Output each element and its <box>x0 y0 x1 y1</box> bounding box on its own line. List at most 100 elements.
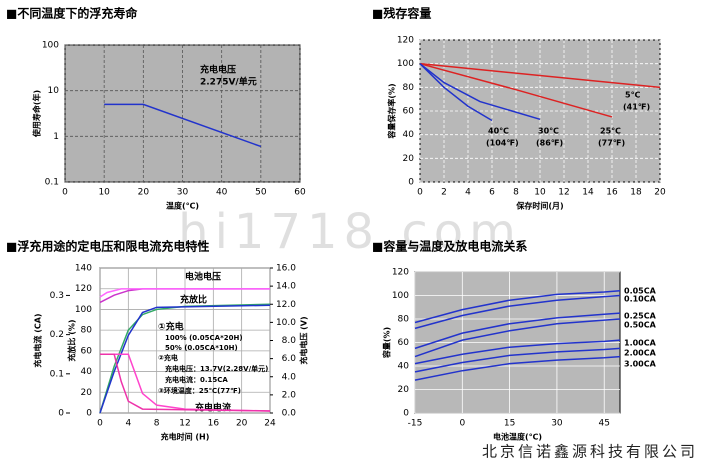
annotation: 2.275V/单元 <box>200 76 257 88</box>
x-tick-label: 10 <box>98 188 110 198</box>
series-label: 0.25CA <box>624 312 657 321</box>
x-tick-label: 0 <box>417 188 423 198</box>
y-tick-label: 100 <box>397 59 414 69</box>
x-tick-label: 12 <box>558 188 569 198</box>
y-tick-label: 80 <box>398 315 410 325</box>
series-note: (41℉) <box>623 103 650 112</box>
annotation: 100% (0.05CA*20H) <box>165 334 243 342</box>
series-line <box>99 304 271 414</box>
y-tick-label: 20 <box>398 385 410 395</box>
annotation: ③环境温度：25℃(77℉) <box>158 386 241 395</box>
series-label: 2.00CA <box>624 349 657 358</box>
series-label: 3.00CA <box>624 360 657 369</box>
watermark: hi1718.com <box>178 204 522 260</box>
x-tick-label: 14 <box>582 188 594 198</box>
y2-tick-label: 8.0 <box>282 336 297 346</box>
y-tick-label: 1 <box>53 132 59 142</box>
y2-tick-label: 4.0 <box>282 372 297 382</box>
chart-title: ■容量与温度及放电电流关系 <box>372 239 527 254</box>
series-line <box>100 353 271 412</box>
x-tick-label: 30 <box>551 419 563 429</box>
series-line <box>419 62 661 89</box>
y-tick-label: 120 <box>75 284 92 294</box>
series-label: 40℃ <box>488 127 509 136</box>
y-tick-label: 60 <box>81 346 93 356</box>
series-label: 0.50CA <box>624 321 657 330</box>
x-tick-label: 6 <box>489 188 495 198</box>
annotation: ②充电 <box>158 353 178 362</box>
y2-tick-label: 12.0 <box>276 300 296 310</box>
x-tick-label: 0 <box>97 419 103 429</box>
x-tick-label: 8 <box>154 419 160 429</box>
chart-title: ■残存容量 <box>372 6 431 21</box>
y-tick-label: 0 <box>86 409 92 419</box>
footer: 北京信诺鑫源科技有限公司 <box>482 443 698 461</box>
y3-tick-label: 0.2 <box>50 330 64 340</box>
series-label: 0.10CA <box>624 295 657 304</box>
x-tick-label: 10 <box>534 188 546 198</box>
series-label: 25℃ <box>600 127 621 136</box>
y-tick-label: 100 <box>392 291 409 301</box>
y-tick-label: 40 <box>81 367 93 377</box>
y2-tick-label: 0.0 <box>282 409 297 419</box>
x-tick-label: 50 <box>255 188 267 198</box>
x-tick-label: 45 <box>599 419 610 429</box>
y3-tick-label: 0 <box>58 409 64 419</box>
y-tick-label: 120 <box>397 36 414 46</box>
annotation: 电池电压 <box>185 271 221 283</box>
series-line <box>414 318 621 358</box>
y2-axis-label: 充电电压 (V) <box>299 316 309 364</box>
series-label: 30℃ <box>538 127 559 136</box>
y-tick-label: 10 <box>48 86 60 96</box>
chart-title: ■浮充用途的定电压和限电流充电特性 <box>6 239 209 254</box>
x-tick-label: 2 <box>441 188 447 198</box>
y-axis-label: 使用寿命(年) <box>32 90 42 138</box>
series-label: 1.00CA <box>624 339 657 348</box>
annotation: 充电电流 <box>195 402 231 414</box>
series-line <box>419 63 493 122</box>
y3-axis-label: 充电电流 (CA) <box>33 313 43 367</box>
x-tick-label: 20 <box>236 419 248 429</box>
annotation: 充电电压：13.7V(2.28V/单元) <box>165 364 268 373</box>
series-note: (104℉) <box>486 139 519 148</box>
y2-tick-label: 10.0 <box>276 318 296 328</box>
y-tick-label: 0 <box>408 178 414 188</box>
x-tick-label: 4 <box>125 419 131 429</box>
y2-tick-label: 16.0 <box>276 264 296 274</box>
y-tick-label: 80 <box>81 326 93 336</box>
x-tick-label: 16 <box>606 188 618 198</box>
y2-tick-label: 6.0 <box>282 354 297 364</box>
x-tick-label: 18 <box>630 188 642 198</box>
y-tick-label: 0.1 <box>45 178 59 188</box>
y-tick-label: 100 <box>75 305 92 315</box>
y3-tick-label: 0.1 <box>50 369 64 379</box>
y-tick-label: 20 <box>81 388 93 398</box>
x-tick-label: 30 <box>177 188 189 198</box>
x-axis-label: 保存时间(月) <box>515 201 563 211</box>
series-line <box>419 63 541 121</box>
x-axis-label: 温度(℃) <box>166 201 199 211</box>
series-line <box>104 103 262 148</box>
y-tick-label: 100 <box>42 41 59 51</box>
y-axis-label: 充放比 (%) <box>67 319 77 361</box>
x-axis-label: 电池温度(℃) <box>493 432 542 442</box>
y2-tick-label: 14.0 <box>276 282 296 292</box>
y-tick-label: 40 <box>403 130 415 140</box>
y-tick-label: 140 <box>75 264 92 274</box>
annotation: 50% (0.05CA*10H) <box>165 344 238 352</box>
y-axis-label: 容量(%) <box>382 327 392 359</box>
x-tick-label: 4 <box>465 188 471 198</box>
series-label: 0.05CA <box>624 287 657 296</box>
y3-tick-label: 0.3 <box>50 291 64 301</box>
series-line <box>414 355 621 381</box>
y-tick-label: 40 <box>398 362 410 372</box>
series-line <box>414 290 621 324</box>
x-tick-label: 12 <box>179 419 190 429</box>
x-tick-label: -15 <box>408 419 423 429</box>
y2-tick-label: 2.0 <box>282 390 297 400</box>
x-tick-label: 20 <box>654 188 666 198</box>
y-tick-label: 60 <box>398 338 410 348</box>
series-line <box>414 339 621 365</box>
series-line <box>419 62 613 118</box>
